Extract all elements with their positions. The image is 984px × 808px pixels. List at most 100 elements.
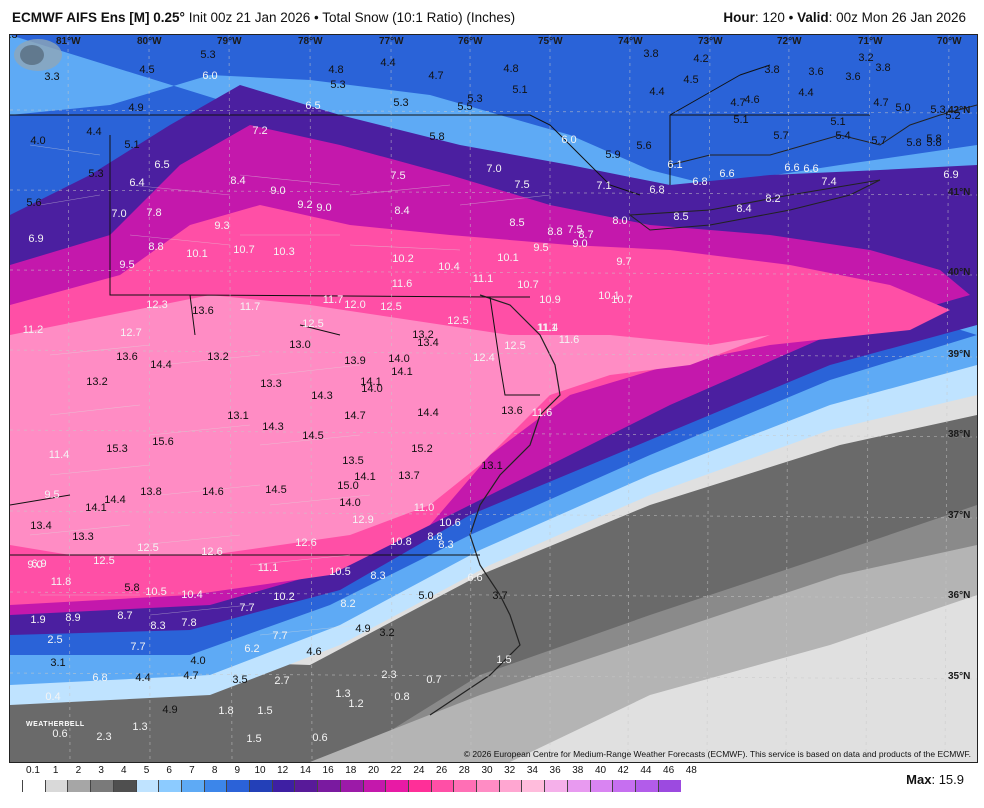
snow-value-label: 4.6 xyxy=(744,94,760,106)
legend-swatch xyxy=(407,780,432,792)
max-value: Max: 15.9 xyxy=(906,772,964,787)
snow-value-label: 8.4 xyxy=(736,203,752,215)
snow-value-label: 8.2 xyxy=(340,598,356,610)
snow-value-label: 7.2 xyxy=(252,125,268,137)
snow-value-label: 13.8 xyxy=(140,486,162,498)
legend-tick-label: 28 xyxy=(458,765,470,776)
snow-value-label: 5.0 xyxy=(895,102,911,114)
legend-swatch xyxy=(589,780,614,792)
snow-value-label: 13.9 xyxy=(344,355,366,367)
latitude-label: 42°N xyxy=(948,105,971,116)
coastline xyxy=(429,294,561,716)
legend-tick-label: 6 xyxy=(166,765,172,776)
snow-value-label: 12.5 xyxy=(93,555,115,567)
snow-value-label: 12.7 xyxy=(120,327,142,339)
snow-value-label: 14.4 xyxy=(417,407,439,419)
snow-value-label: 4.7 xyxy=(873,97,889,109)
snow-value-label: 5.8 xyxy=(429,131,445,143)
legend-tick-label: 30 xyxy=(481,765,493,776)
snow-value-label: 7.5 xyxy=(390,170,406,182)
legend-swatch xyxy=(634,780,659,792)
snow-value-label: 12.5 xyxy=(380,301,402,313)
snow-value-label: 6.1 xyxy=(667,159,683,171)
latitude-label: 39°N xyxy=(948,349,971,360)
snow-value-label: 11.6 xyxy=(391,278,413,290)
long-island xyxy=(628,179,881,231)
snow-value-label: 15.6 xyxy=(152,436,174,448)
legend-tick-label: 4 xyxy=(121,765,127,776)
snow-value-label: 13.2 xyxy=(412,329,434,341)
snow-value-label: 1.3 xyxy=(132,721,148,733)
snow-value-label: 2.3 xyxy=(381,669,397,681)
legend-swatch xyxy=(180,780,205,792)
snow-value-label: 13.3 xyxy=(72,531,94,543)
latitude-label: 40°N xyxy=(948,267,971,278)
snow-value-label: 13.4 xyxy=(30,520,52,532)
legend-tick-label: 36 xyxy=(549,765,561,776)
snow-value-label: 11.6 xyxy=(531,407,553,419)
legend-swatch xyxy=(476,780,500,792)
snow-value-label: 5.9 xyxy=(605,149,621,161)
snow-value-label: 3.8 xyxy=(875,62,891,74)
snow-value-label: 7.8 xyxy=(181,617,197,629)
legend-swatch xyxy=(430,780,455,792)
snow-value-label: 9.0 xyxy=(270,185,286,197)
snow-value-label: 7.0 xyxy=(111,208,127,220)
snow-value-label: 13.4 xyxy=(417,337,439,349)
snow-value-label: 14.4 xyxy=(104,494,126,506)
longitude-label: 71°W xyxy=(858,36,883,47)
snow-value-label: 4.4 xyxy=(380,57,396,69)
snow-value-label: 1.3 xyxy=(335,688,351,700)
snow-value-label: 6.2 xyxy=(244,643,260,655)
snow-value-label: 6.0 xyxy=(561,134,577,146)
snow-value-label: 8.8 xyxy=(547,226,563,238)
snow-value-label: 14.1 xyxy=(354,471,376,483)
legend-swatch xyxy=(657,780,682,792)
snow-value-label: 13.5 xyxy=(342,455,364,467)
snowfall-map[interactable]: 81°W 80°W 79°W 78°W 77°W 76°W 75°W 74°W 73°W 72°W… xyxy=(9,34,978,763)
snow-value-label: 8.5 xyxy=(509,217,525,229)
snow-value-label: 4.2 xyxy=(693,53,709,65)
snow-value-label: 13.0 xyxy=(289,339,311,351)
legend-swatch xyxy=(566,780,591,792)
snow-value-label: 4.9 xyxy=(162,704,178,716)
snow-value-label: 14.0 xyxy=(388,353,410,365)
legend-tick-label: 22 xyxy=(390,765,402,776)
weatherbell-logo xyxy=(14,39,62,71)
legend-swatch xyxy=(44,780,69,792)
snow-value-label: 0.8 xyxy=(394,691,410,703)
longitude-label: 74°W xyxy=(618,36,643,47)
snow-value-label: 5.1 xyxy=(124,139,140,151)
snow-value-label: 7.0 xyxy=(486,163,502,175)
snow-value-label: 8.3 xyxy=(150,620,166,632)
snow-value-label: 12.3 xyxy=(146,299,168,311)
snow-value-label: 8.4 xyxy=(230,175,246,187)
snow-value-label: 8.0 xyxy=(612,215,628,227)
snow-value-label: 10.7 xyxy=(611,294,633,306)
legend-swatch xyxy=(249,780,273,792)
legend-swatch xyxy=(271,780,296,792)
snow-value-label: 5.1 xyxy=(512,84,528,96)
snow-value-label: 5.6 xyxy=(636,140,652,152)
snow-value-label: 7.4 xyxy=(821,176,837,188)
snow-value-label: 8.3 xyxy=(438,539,454,551)
legend-tick-label: 14 xyxy=(299,765,311,776)
snow-value-label: 1.2 xyxy=(348,698,364,710)
snow-value-label: 4.4 xyxy=(86,126,102,138)
snow-value-label: 6.8 xyxy=(92,672,108,684)
snow-value-label: 8.3 xyxy=(370,570,386,582)
snow-value-label: 5.3 xyxy=(393,97,409,109)
snow-value-label: 6.9 xyxy=(31,558,47,570)
snow-value-label: 13.1 xyxy=(481,460,503,472)
snow-value-label: 9.3 xyxy=(214,220,230,232)
snow-value-label: 10.1 xyxy=(598,290,620,302)
snow-value-label: 1.9 xyxy=(30,614,46,626)
snow-value-label: 5.3 xyxy=(88,168,104,180)
snow-value-label: 4.5 xyxy=(139,64,155,76)
snow-value-label: 11.1 xyxy=(536,322,558,334)
legend-tick-label: 0.1 xyxy=(26,765,40,776)
longitude-label: 70°W xyxy=(937,36,962,47)
state-borders xyxy=(10,64,870,556)
longitude-label: 78°W xyxy=(298,36,323,47)
longitude-label: 81°W xyxy=(56,36,81,47)
